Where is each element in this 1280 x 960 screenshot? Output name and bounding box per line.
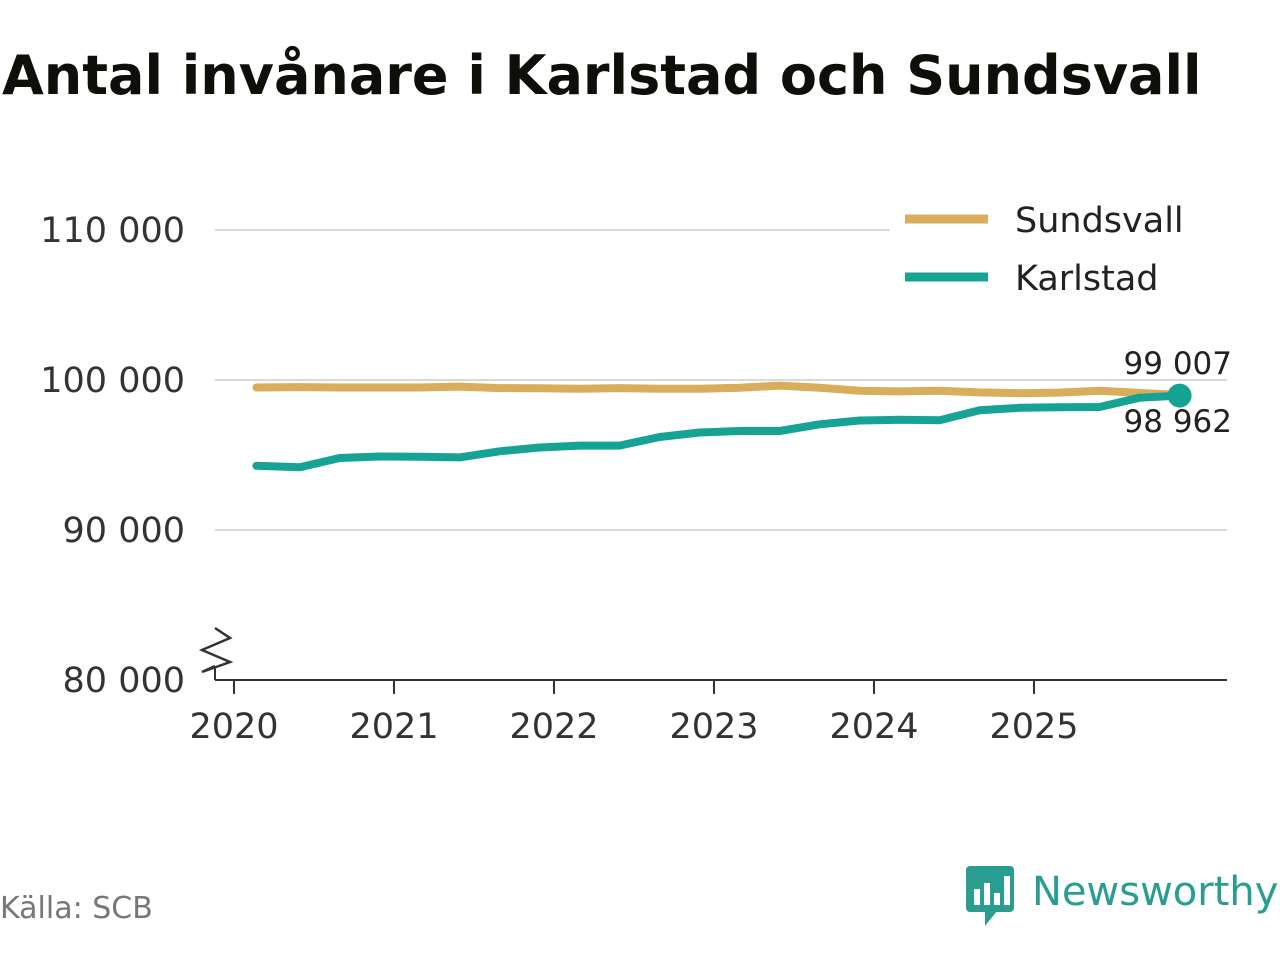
y-tick-label: 80 000 (63, 661, 185, 701)
x-tick-label: 2022 (509, 707, 598, 747)
end-point-karlstad (1167, 383, 1192, 408)
x-tick-labels: 2020 2021 2022 2023 2024 2025 (189, 680, 1079, 747)
chart-title: Antal invånare i Karlstad och Sundsvall (2, 44, 1202, 107)
x-tick-label: 2020 (189, 707, 278, 747)
y-tick-label: 90 000 (63, 511, 185, 551)
brand-name: Newsworthy (1032, 869, 1278, 915)
axes (198, 626, 1227, 681)
newsworthy-logo-icon (966, 866, 1014, 926)
x-tick-label: 2024 (829, 707, 918, 747)
series (252, 381, 1192, 472)
x-tick-label: 2023 (669, 707, 758, 747)
y-tick-label: 110 000 (40, 211, 185, 251)
end-label-sundsvall: 99 007 (1124, 346, 1232, 382)
x-tick-label: 2025 (989, 707, 1078, 747)
end-label-karlstad: 98 962 (1124, 404, 1232, 440)
axis-break-icon (198, 626, 234, 674)
end-labels: 99 007 98 962 (1124, 346, 1232, 440)
legend: Sundsvall Karlstad (890, 190, 1230, 300)
series-line-sundsvall (252, 381, 1184, 399)
series-line-karlstad (252, 391, 1184, 472)
y-tick-labels: 80 000 90 000 100 000 110 000 (40, 211, 185, 701)
legend-background (890, 190, 1230, 300)
legend-label-karlstad: Karlstad (1015, 259, 1159, 299)
legend-label-sundsvall: Sundsvall (1015, 201, 1184, 241)
source-text: Källa: SCB (0, 891, 153, 926)
y-tick-label: 100 000 (40, 361, 185, 401)
x-tick-label: 2021 (349, 707, 438, 747)
